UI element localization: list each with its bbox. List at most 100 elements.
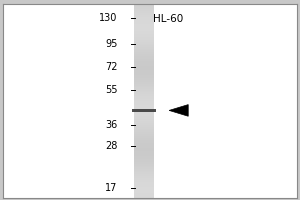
Bar — [134, 10, 154, 11]
Text: 130: 130 — [99, 13, 118, 23]
Bar — [134, 174, 154, 175]
Bar — [134, 42, 154, 43]
Bar — [134, 73, 154, 74]
Text: 95: 95 — [105, 39, 118, 49]
Text: 28: 28 — [105, 141, 118, 151]
Bar — [134, 71, 154, 72]
Bar — [134, 144, 154, 145]
Bar — [134, 147, 154, 148]
Bar — [134, 48, 154, 49]
Bar — [134, 78, 154, 79]
Bar — [134, 113, 154, 114]
Bar — [134, 156, 154, 157]
Bar — [134, 68, 154, 69]
Bar — [134, 161, 154, 162]
Bar — [134, 49, 154, 50]
Bar — [134, 158, 154, 159]
Bar — [134, 117, 154, 118]
Bar — [134, 35, 154, 36]
Bar — [134, 169, 154, 170]
Bar — [134, 57, 154, 58]
Text: 55: 55 — [105, 85, 118, 95]
Bar — [134, 165, 154, 166]
Bar — [134, 124, 154, 125]
Bar — [134, 29, 154, 30]
Bar — [134, 41, 154, 42]
Bar — [134, 39, 154, 40]
Bar — [134, 85, 154, 86]
Bar — [134, 64, 154, 65]
Bar — [134, 120, 154, 121]
Bar — [134, 65, 154, 66]
Bar — [134, 168, 154, 169]
Bar — [134, 109, 154, 110]
Bar — [134, 9, 154, 10]
Bar — [134, 195, 154, 196]
Bar — [134, 87, 154, 88]
Bar — [134, 183, 154, 184]
Bar — [134, 58, 154, 59]
Bar — [134, 133, 154, 134]
Bar — [134, 25, 154, 26]
Bar — [134, 108, 154, 109]
Bar — [134, 16, 154, 17]
Bar — [134, 30, 154, 31]
Bar — [134, 20, 154, 21]
Bar — [134, 34, 154, 35]
Bar — [134, 175, 154, 176]
Bar — [134, 19, 154, 20]
Bar — [134, 56, 154, 57]
Bar — [134, 105, 154, 106]
Bar — [134, 102, 154, 103]
Bar — [134, 114, 154, 115]
Bar — [134, 69, 154, 70]
Bar — [134, 86, 154, 87]
Bar — [134, 187, 154, 188]
Bar — [134, 95, 154, 96]
Bar — [134, 15, 154, 16]
Bar — [134, 148, 154, 149]
Bar — [134, 51, 154, 52]
Bar — [134, 76, 154, 77]
Bar — [134, 100, 154, 101]
Bar — [134, 11, 154, 12]
Text: 36: 36 — [105, 120, 118, 130]
Bar — [134, 130, 154, 131]
Bar — [134, 98, 154, 99]
Bar — [134, 155, 154, 156]
Bar — [134, 37, 154, 38]
Bar — [134, 190, 154, 191]
Bar — [134, 101, 154, 102]
Bar — [134, 111, 154, 112]
Bar — [134, 24, 154, 25]
Bar — [134, 43, 154, 44]
Bar — [134, 6, 154, 7]
Bar — [134, 32, 154, 33]
Bar — [134, 75, 154, 76]
Bar — [134, 157, 154, 158]
Bar — [134, 153, 154, 154]
Bar — [134, 7, 154, 8]
Bar — [134, 177, 154, 178]
Bar — [134, 4, 154, 5]
Bar — [134, 182, 154, 183]
Bar — [134, 138, 154, 139]
Bar — [134, 91, 154, 92]
Bar — [134, 81, 154, 82]
Bar — [134, 160, 154, 161]
Bar — [134, 77, 154, 78]
Bar — [134, 134, 154, 135]
Bar — [134, 122, 154, 123]
Bar — [134, 112, 154, 113]
Polygon shape — [169, 105, 188, 116]
Bar — [134, 132, 154, 133]
Bar — [134, 189, 154, 190]
Bar — [134, 88, 154, 89]
Bar — [134, 176, 154, 177]
Bar — [134, 53, 154, 54]
Bar — [134, 8, 154, 9]
Bar — [134, 50, 154, 51]
Bar — [134, 142, 154, 143]
Bar — [134, 128, 154, 129]
Bar — [134, 192, 154, 193]
